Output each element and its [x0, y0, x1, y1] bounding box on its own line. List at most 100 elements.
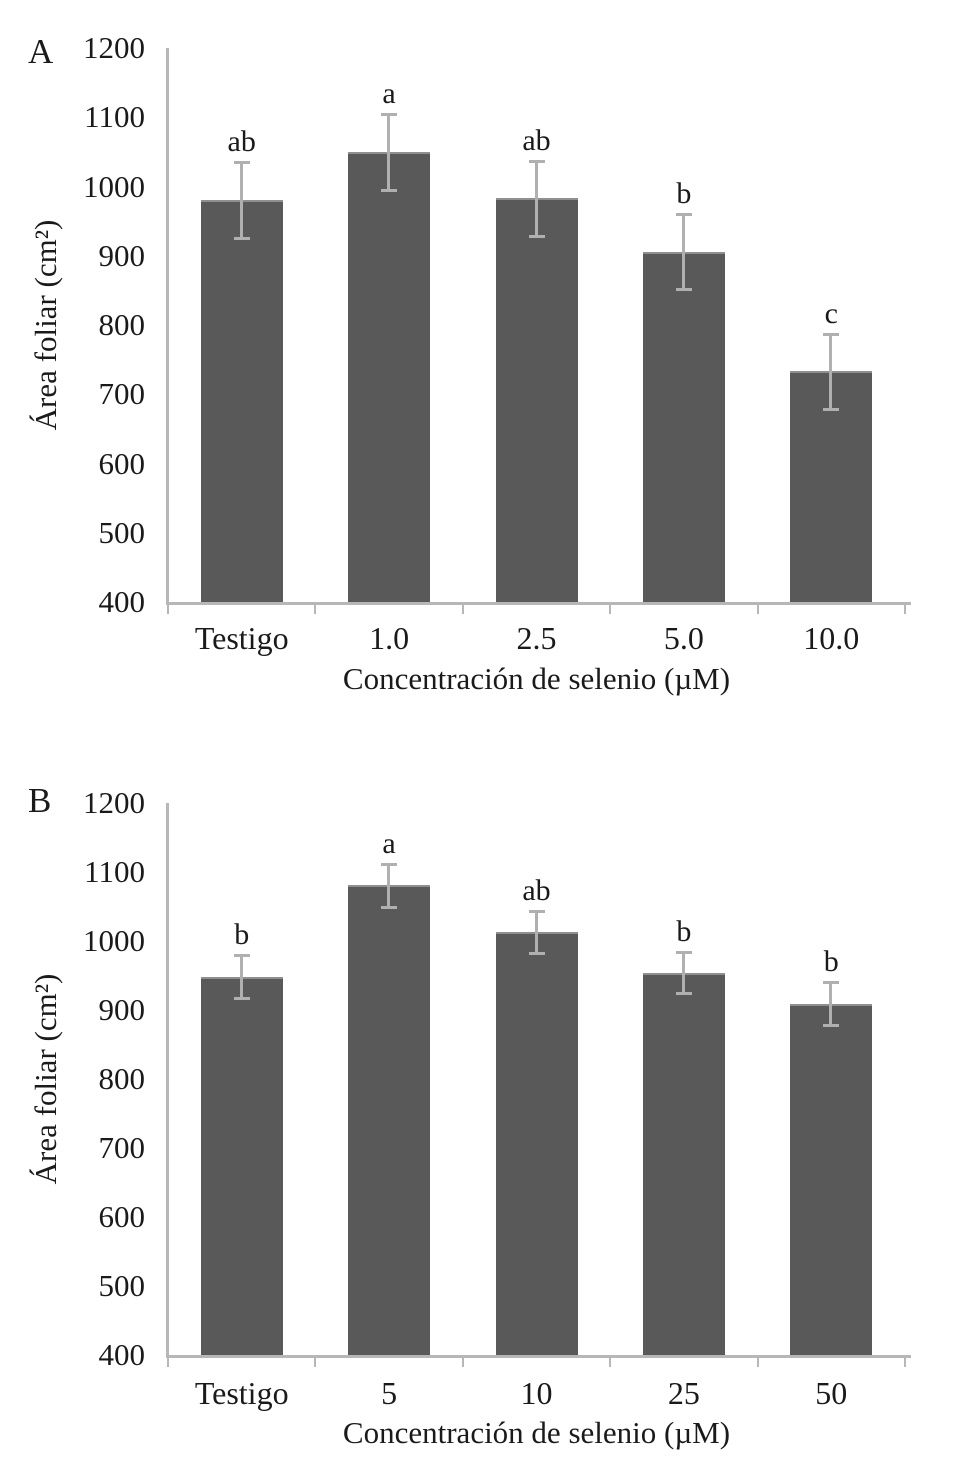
x-axis-tick	[609, 602, 612, 614]
significance-letter: a	[382, 826, 396, 860]
x-axis-tick	[314, 1355, 317, 1367]
bar	[200, 200, 283, 602]
x-axis-tick	[904, 1355, 906, 1367]
error-bar-line	[239, 955, 243, 999]
error-bar-line	[829, 982, 833, 1026]
x-axis-category-label: 25	[667, 1375, 700, 1411]
error-bar-line	[387, 113, 391, 190]
error-bar-line	[829, 334, 833, 409]
x-axis-category-label: 5.0	[663, 620, 704, 656]
bar	[642, 972, 725, 1355]
y-axis-tick-label: 1200	[83, 785, 145, 820]
y-axis-tick-label: 900	[98, 992, 146, 1027]
error-bar-cap-bottom	[233, 237, 250, 241]
significance-letter: c	[824, 297, 838, 330]
significance-letter: b	[676, 915, 692, 949]
x-axis-category-label: 50	[815, 1375, 848, 1411]
x-axis-tick	[756, 602, 759, 614]
error-bar-cap-bottom	[823, 1024, 840, 1028]
significance-letter: b	[234, 918, 250, 952]
x-axis-tick	[609, 1355, 612, 1367]
error-bar-cap-top	[233, 161, 250, 165]
y-axis-tick-label: 500	[98, 514, 146, 550]
error-bar-cap-top	[675, 951, 692, 955]
error-bar-cap-top	[823, 981, 840, 985]
bar	[790, 1003, 873, 1355]
error-bar-line	[387, 863, 391, 907]
error-bar-cap-top	[823, 333, 840, 336]
error-bar-cap-top	[528, 159, 545, 163]
y-axis-tick-label: 1100	[84, 99, 145, 135]
y-axis-tick-label: 700	[98, 376, 146, 412]
error-bar-line	[239, 162, 243, 239]
x-axis-tick	[904, 602, 906, 614]
y-axis-tick-label: 700	[98, 1130, 146, 1165]
x-axis-tick	[461, 602, 464, 614]
error-bar-line	[681, 952, 685, 994]
significance-letter: a	[382, 76, 396, 110]
x-axis-line	[166, 602, 911, 605]
x-axis-line	[166, 1355, 911, 1358]
y-axis-line	[166, 803, 169, 1357]
error-bar-cap-top	[528, 910, 545, 914]
error-bar-cap-bottom	[675, 287, 692, 291]
error-bar-cap-bottom	[381, 188, 398, 192]
significance-letter: ab	[522, 874, 551, 908]
y-axis-tick-label: 600	[98, 1199, 146, 1234]
x-axis-tick	[167, 1355, 169, 1367]
x-axis-tick	[756, 1355, 759, 1367]
bar	[200, 976, 283, 1355]
y-axis-tick-label: 1100	[84, 854, 145, 889]
bar	[495, 198, 578, 602]
error-bar-cap-top	[381, 862, 398, 866]
y-axis-title: Área foliar (cm²)	[28, 973, 63, 1185]
y-axis-tick-label: 600	[98, 445, 146, 481]
y-axis-tick-label: 800	[98, 307, 146, 342]
error-bar-line	[534, 160, 538, 236]
error-bar-cap-bottom	[528, 234, 545, 238]
bar	[642, 251, 725, 602]
x-axis-category-label: 1.0	[369, 620, 410, 656]
y-axis-tick-label: 500	[98, 1268, 146, 1303]
x-axis-category-label: Testigo	[194, 1375, 289, 1411]
x-axis-tick	[314, 602, 317, 614]
y-axis-tick-label: 900	[98, 237, 146, 273]
y-axis-tick-label: 400	[98, 1337, 146, 1372]
x-axis-category-label: 2.5	[516, 620, 557, 656]
error-bar-cap-top	[675, 213, 692, 217]
x-axis-title: Concentración de selenio (µM)	[342, 661, 731, 696]
y-axis-tick-label: 1000	[83, 923, 145, 958]
y-axis-tick-label: 1200	[83, 30, 145, 65]
x-axis-category-label: 10.0	[803, 620, 860, 656]
error-bar-cap-top	[381, 112, 398, 116]
error-bar-cap-bottom	[233, 997, 250, 1001]
y-axis-tick-label: 800	[98, 1061, 146, 1096]
bar	[495, 932, 578, 1355]
error-bar-cap-bottom	[381, 905, 398, 909]
error-bar-cap-bottom	[823, 407, 840, 411]
panel-label: B	[28, 781, 52, 820]
panel-label: A	[28, 32, 54, 71]
error-bar-cap-bottom	[528, 951, 545, 955]
error-bar-cap-top	[233, 954, 250, 958]
error-bar-line	[534, 911, 538, 953]
significance-letter: b	[823, 945, 839, 979]
x-axis-category-label: Testigo	[194, 620, 289, 656]
bar	[348, 151, 431, 602]
y-axis-tick-label: 400	[98, 584, 146, 619]
significance-letter: b	[676, 177, 692, 211]
error-bar-cap-bottom	[675, 992, 692, 996]
error-bar-line	[681, 214, 685, 289]
x-axis-category-label: 5	[381, 1375, 398, 1411]
x-axis-category-label: 10	[520, 1375, 553, 1411]
x-axis-title: Concentración de selenio (µM)	[342, 1415, 731, 1450]
significance-letter: ab	[522, 123, 551, 157]
x-axis-tick	[461, 1355, 464, 1367]
y-axis-line	[166, 48, 169, 604]
y-axis-tick-label: 1000	[83, 168, 145, 204]
x-axis-tick	[167, 602, 169, 614]
bar	[348, 885, 431, 1355]
significance-letter: ab	[227, 125, 256, 159]
